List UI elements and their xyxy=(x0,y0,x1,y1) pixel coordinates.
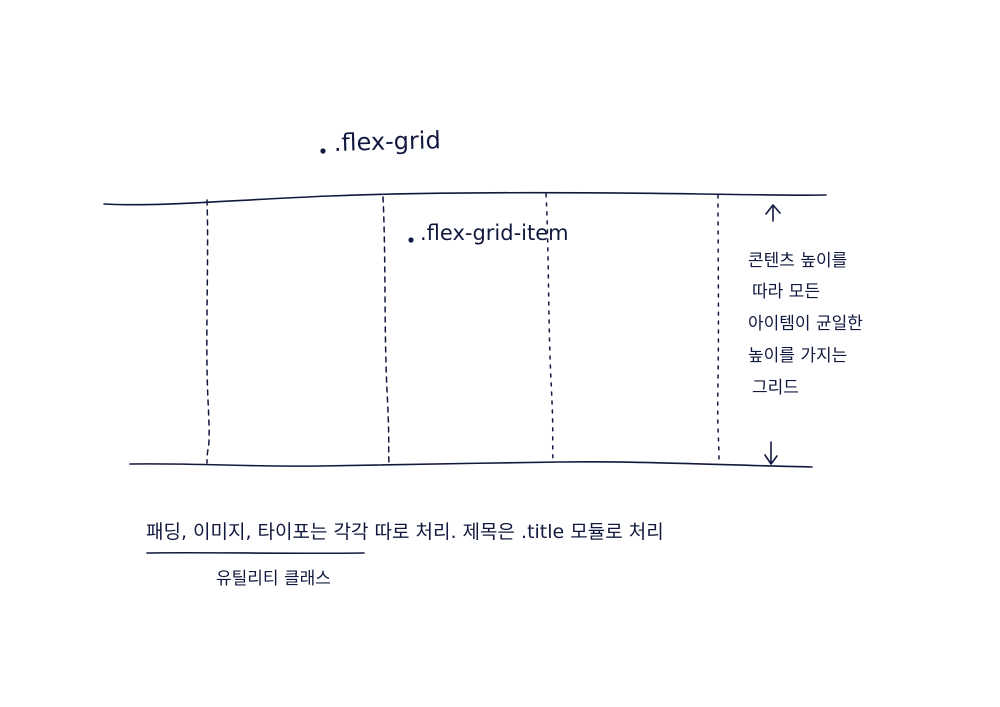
bullet-dot xyxy=(320,148,326,154)
column-divider xyxy=(545,193,554,462)
side-note-line: 콘텐츠 높이를 xyxy=(748,251,847,271)
up-arrow-icon xyxy=(765,204,781,222)
bullet-dot xyxy=(408,237,414,243)
bottom-note: 패딩, 이미지, 타이포는 각각 따로 처리. 제목은 .title 모듈로 처… xyxy=(146,521,664,543)
flex-grid-item-label: .flex-grid-item xyxy=(420,221,569,245)
note-underline xyxy=(146,551,365,555)
side-note-line: 높이를 가지는 xyxy=(748,346,847,366)
column-divider xyxy=(206,199,210,464)
column-divider xyxy=(382,196,390,466)
side-note-line: 따라 모든 xyxy=(752,282,820,302)
utility-class-label: 유틸리티 클래스 xyxy=(216,569,331,589)
side-note-line: 그리드 xyxy=(752,378,799,398)
side-note-line: 아이템이 균일한 xyxy=(748,314,863,334)
flex-grid-label: .flex-grid xyxy=(333,126,441,157)
down-arrow-icon xyxy=(764,441,778,465)
grid-bottom-line xyxy=(129,461,813,468)
column-divider xyxy=(716,194,720,465)
